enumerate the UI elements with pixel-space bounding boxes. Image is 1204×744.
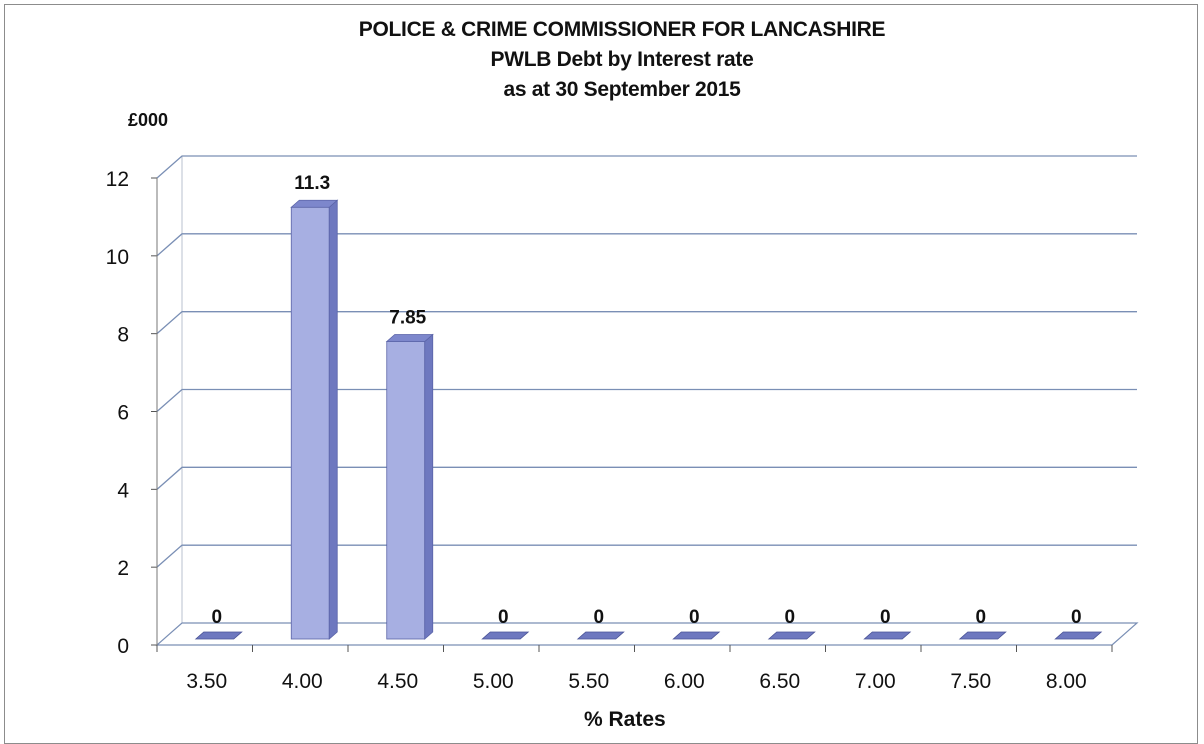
x-tick-label: 6.00	[664, 670, 705, 693]
x-tick-label: 7.00	[855, 670, 896, 693]
y-tick-label: 10	[106, 246, 129, 269]
data-label: 0	[1071, 607, 1082, 628]
y-tick-label: 6	[117, 402, 129, 425]
gridline	[156, 466, 1137, 490]
data-label: 0	[593, 607, 604, 628]
gridline	[156, 311, 1137, 335]
bar-side	[424, 333, 434, 640]
bar	[672, 631, 721, 640]
x-tick-label: 4.00	[282, 670, 323, 693]
chart-title: POLICE & CRIME COMMISSIONER FOR LANCASHI…	[358, 18, 886, 41]
data-label: 0	[498, 607, 509, 628]
data-label: 0	[880, 607, 891, 628]
bar	[767, 631, 816, 640]
gridline	[156, 388, 1137, 412]
data-label: 7.85	[389, 308, 426, 329]
data-label: 0	[211, 607, 222, 628]
bar	[290, 206, 330, 640]
x-tick-label: 4.50	[377, 670, 418, 693]
gridline	[156, 233, 1137, 257]
chart-subtitle-1: PWLB Debt by Interest rate	[490, 48, 754, 71]
bar	[863, 631, 912, 640]
bar-top	[290, 199, 339, 208]
data-label: 0	[975, 607, 986, 628]
bar	[576, 631, 625, 640]
bar	[481, 631, 530, 640]
bar-side	[328, 199, 338, 640]
x-tick-label: 8.00	[1046, 670, 1087, 693]
x-tick-label: 5.00	[473, 670, 514, 693]
bar	[958, 631, 1007, 640]
x-tick-label: 6.50	[759, 670, 800, 693]
y-tick-label: 4	[117, 479, 129, 502]
bar	[386, 341, 426, 640]
data-label: 11.3	[294, 173, 330, 194]
data-label: 0	[784, 607, 795, 628]
chart-subtitle-2: as at 30 September 2015	[503, 78, 741, 101]
data-label: 0	[689, 607, 700, 628]
y-tick-label: 12	[106, 168, 129, 191]
y-tick-label: 0	[117, 635, 129, 658]
y-tick-label: 8	[117, 324, 129, 347]
x-tick-label: 3.50	[186, 670, 227, 693]
bar-top	[385, 334, 434, 342]
x-tick-label: 7.50	[950, 670, 991, 693]
y-unit-label: £000	[128, 110, 169, 130]
gridline	[156, 544, 1137, 568]
bar	[1054, 631, 1103, 640]
x-axis-title: % Rates	[584, 708, 666, 731]
y-tick-label: 2	[117, 557, 129, 580]
x-tick-label: 5.50	[568, 670, 609, 693]
bar	[194, 631, 243, 640]
gridline	[156, 155, 1137, 179]
